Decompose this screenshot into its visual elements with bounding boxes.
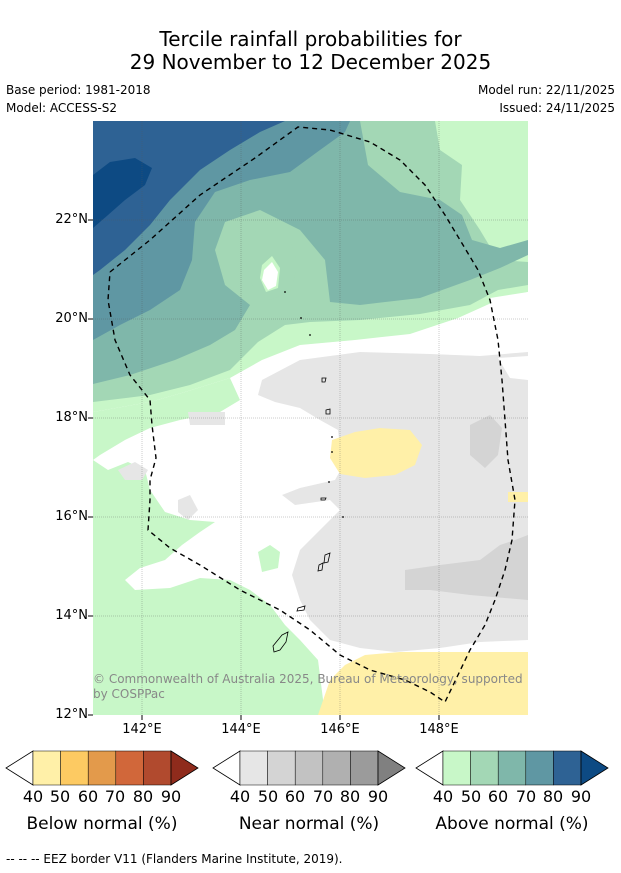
near-40-spot-west (188, 412, 225, 425)
island-tinian (317, 562, 324, 572)
white-strip-east (490, 292, 528, 315)
title-line-1: Tercile rainfall probabilities for (159, 27, 462, 51)
eez-border (107, 126, 516, 704)
white-gap-east (498, 356, 528, 380)
island-anatahan (320, 497, 327, 501)
above-40-region-southwest (93, 378, 240, 460)
island-pagan (325, 408, 331, 415)
lon-label-142: 142°E (122, 722, 162, 737)
near-50-region-east (470, 415, 502, 468)
cb-below-tick: 70 (104, 787, 126, 806)
colorbar-over-arrow (170, 750, 199, 786)
cb-above-tick: 60 (487, 787, 509, 806)
island-agrihan (321, 377, 327, 383)
map-layers (93, 121, 528, 715)
near-40-spot-small (178, 495, 198, 520)
model-name: Model: ACCESS-S2 (6, 101, 118, 115)
below-40-region-south (318, 652, 528, 715)
cb-below-tick: 90 (160, 787, 182, 806)
near-normal-label: Near normal (%) (238, 814, 380, 834)
island-rota (296, 605, 306, 612)
cb-near-tick: 70 (312, 787, 334, 806)
colorbar-cell (497, 750, 527, 786)
colorbar-cell (87, 750, 117, 786)
colorbar-under-arrow (415, 750, 444, 786)
lat-label-12: 12°N (55, 707, 88, 722)
below-40-region-center (330, 428, 422, 478)
colorbar-cell (350, 750, 379, 786)
island-guam (272, 631, 289, 653)
cb-near-tick: 40 (229, 787, 251, 806)
lat-label-20: 20°N (55, 311, 88, 326)
cb-above-tick: 70 (515, 787, 537, 806)
title-line-2: 29 November to 12 December 2025 (129, 50, 492, 74)
colorbar-cell (143, 750, 172, 786)
cb-above-tick: 50 (460, 787, 482, 806)
island-dots (284, 291, 344, 518)
cb-near-tick: 90 (367, 787, 389, 806)
above-40-spot (258, 545, 280, 572)
lat-label-18: 18°N (55, 410, 88, 425)
above-90-region (93, 158, 152, 228)
colorbar-cell (525, 750, 554, 786)
lon-label-146: 146°E (320, 722, 360, 737)
lat-label-22: 22°N (55, 212, 88, 227)
cb-above-tick: 80 (542, 787, 564, 806)
colorbar-cell (115, 750, 144, 786)
colorbar-below-normal (5, 750, 199, 786)
colorbar-cell (442, 750, 471, 786)
colorbar-cell (239, 750, 268, 786)
eez-footnote: -- -- -- EEZ border V11 (Flanders Marine… (6, 852, 343, 866)
lat-label-14: 14°N (55, 608, 88, 623)
cb-below-tick: 50 (49, 787, 71, 806)
above-80-region (93, 121, 285, 275)
cb-below-tick: 60 (77, 787, 99, 806)
colorbar-above-normal (415, 750, 609, 786)
cb-above-tick: 90 (570, 787, 592, 806)
cb-below-tick: 40 (22, 787, 44, 806)
graticule (93, 121, 528, 715)
above-normal-label: Above normal (%) (435, 814, 589, 834)
below-normal-label: Below normal (%) (26, 814, 178, 834)
colorbar-tick-row: 40 50 60 70 80 90 40 50 60 70 80 90 40 5… (0, 787, 621, 807)
cb-near-tick: 80 (339, 787, 361, 806)
issued-date: Issued: 24/11/2025 (499, 101, 615, 115)
colorbar-cell (267, 750, 296, 786)
white-inner (262, 262, 278, 290)
colorbar-near-normal (212, 750, 406, 786)
colorbar-cell (32, 750, 61, 786)
colorbar-cell (470, 750, 499, 786)
meta-right: Model run: 22/11/2025 Issued: 24/11/2025 (478, 81, 615, 117)
axis-ticks (88, 219, 440, 720)
map-title: Tercile rainfall probabilities for 29 No… (0, 28, 621, 74)
model-run: Model run: 22/11/2025 (477, 83, 615, 97)
island-saipan (323, 552, 331, 564)
lon-label-144: 144°E (221, 722, 261, 737)
near-50-region-south (405, 535, 528, 600)
colorbar-under-arrow (5, 750, 34, 786)
near-40-spot-sw (118, 462, 148, 480)
cb-near-tick: 60 (284, 787, 306, 806)
base-period: Base period: 1981-2018 (6, 83, 151, 97)
islands (272, 377, 331, 653)
cb-near-tick: 50 (257, 787, 279, 806)
lon-label-148: 148°E (419, 722, 459, 737)
colorbar-cell (60, 750, 89, 786)
above-40-region-west (93, 460, 325, 715)
colorbar-under-arrow (212, 750, 241, 786)
copyright-notice: © Commonwealth of Australia 2025, Bureau… (93, 672, 523, 701)
colorbar-over-arrow (377, 750, 406, 786)
meta-left: Base period: 1981-2018 Model: ACCESS-S2 (6, 81, 151, 117)
colorbar-cell (553, 750, 582, 786)
colorbar-cell (294, 750, 324, 786)
colorbar-cell (322, 750, 351, 786)
cb-above-tick: 40 (432, 787, 454, 806)
cb-below-tick: 80 (132, 787, 154, 806)
colorbar-over-arrow (580, 750, 609, 786)
below-40-region-east (508, 492, 528, 502)
lat-label-16: 16°N (55, 509, 88, 524)
